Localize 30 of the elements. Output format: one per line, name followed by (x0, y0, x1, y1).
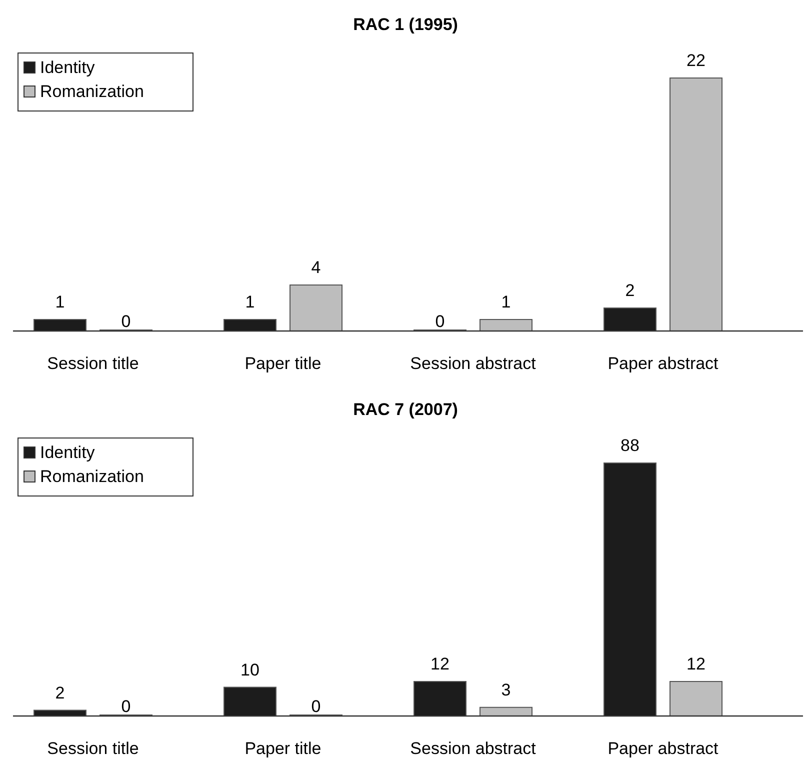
x-tick-label: Paper title (244, 739, 322, 758)
data-label: 12 (686, 654, 706, 674)
data-label: 0 (121, 312, 131, 331)
data-label: 2 (55, 683, 65, 702)
data-label: 10 (240, 660, 260, 680)
x-tick-label: Paper title (244, 354, 322, 373)
data-label: 12 (430, 654, 450, 674)
x-tick-label: Paper abstract (608, 354, 719, 373)
x-tick-label: Session title (47, 739, 139, 758)
x-tick-label: Session title (47, 354, 139, 373)
data-label: 0 (121, 697, 131, 716)
data-label: 88 (620, 436, 640, 455)
x-tick-label: Paper abstract (608, 739, 719, 758)
data-label: 1 (245, 292, 255, 312)
chart-title: RAC 1 (1995) (353, 15, 458, 34)
legend-label: Identity (40, 443, 96, 462)
data-label: 2 (625, 281, 635, 300)
data-label: 4 (311, 258, 321, 277)
data-label: 3 (501, 680, 511, 700)
legend-label: Identity (40, 58, 96, 77)
x-tick-label: Session abstract (410, 354, 536, 373)
chart-title: RAC 7 (2007) (353, 400, 458, 419)
legend-label: Romanization (40, 82, 144, 101)
data-label: 1 (501, 292, 511, 312)
data-label: 22 (686, 51, 706, 70)
legend-label: Romanization (40, 467, 144, 486)
data-label: 0 (435, 312, 445, 331)
data-label: 1 (55, 292, 65, 312)
data-label: 0 (311, 697, 321, 716)
x-tick-label: Session abstract (410, 739, 536, 758)
